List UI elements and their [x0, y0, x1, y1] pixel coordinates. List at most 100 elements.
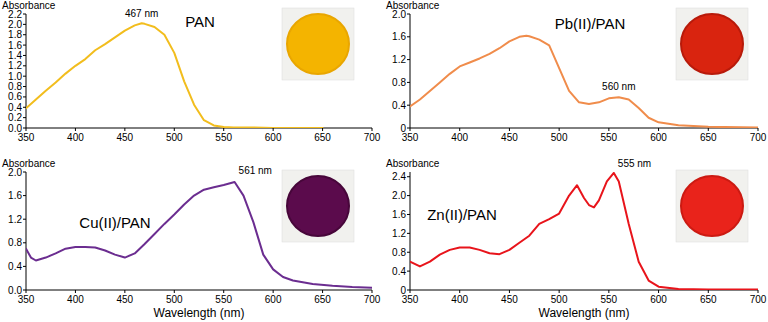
x-tick — [410, 128, 411, 131]
x-tick-label: 700 — [750, 294, 767, 305]
y-tick-label: 1.6 — [392, 209, 406, 220]
x-tick-label: 400 — [451, 132, 468, 143]
panel-title: Zn(II)/PAN — [427, 206, 497, 223]
y-axis — [26, 14, 27, 128]
x-tick — [758, 128, 759, 131]
y-tick — [23, 117, 26, 118]
y-tick-label: 0.8 — [8, 81, 22, 92]
y-tick — [407, 271, 410, 272]
x-tick — [174, 290, 175, 293]
sample-disc — [681, 176, 743, 236]
x-tick — [509, 290, 510, 293]
x-tick — [708, 128, 709, 131]
x-tick — [658, 128, 659, 131]
y-tick — [23, 76, 26, 77]
x-tick-label: 650 — [700, 294, 717, 305]
x-tick — [174, 128, 175, 131]
x-tick-label: 450 — [117, 132, 134, 143]
x-tick-label: 350 — [402, 132, 419, 143]
x-tick — [223, 290, 224, 293]
x-tick — [26, 290, 27, 293]
x-tick-label: 500 — [551, 294, 568, 305]
y-tick-label: 0.4 — [8, 102, 22, 113]
panel-title: PAN — [185, 13, 215, 30]
x-tick — [559, 290, 560, 293]
x-axis-label: Wavelength (nm) — [154, 306, 245, 320]
y-tick-label: 0.8 — [392, 247, 406, 258]
y-tick — [23, 14, 26, 15]
x-tick-label: 700 — [750, 132, 767, 143]
y-axis-label: Absorbance — [386, 158, 440, 169]
y-tick — [407, 233, 410, 234]
y-tick — [407, 195, 410, 196]
y-tick — [407, 36, 410, 37]
y-tick-label: 0.4 — [392, 266, 406, 277]
y-tick — [23, 45, 26, 46]
x-tick-label: 400 — [67, 132, 84, 143]
y-tick — [407, 82, 410, 83]
y-tick-label: 1.6 — [8, 190, 22, 201]
panel: 00.40.81.21.62.02.4350400450500550600650… — [386, 158, 767, 320]
inset-photo — [676, 170, 748, 242]
x-tick-label: 350 — [402, 294, 419, 305]
y-tick — [23, 96, 26, 97]
y-tick — [23, 219, 26, 220]
x-tick — [75, 128, 76, 131]
y-tick-label: 2.4 — [392, 171, 406, 182]
y-tick-label: 1.8 — [8, 29, 22, 40]
x-tick-label: 650 — [314, 132, 331, 143]
y-tick — [407, 59, 410, 60]
y-tick — [23, 65, 26, 66]
sample-disc — [287, 14, 349, 74]
x-tick-label: 650 — [314, 294, 331, 305]
x-tick — [273, 290, 274, 293]
y-axis — [410, 172, 411, 290]
inset-photo — [676, 8, 748, 80]
panel: 0.00.40.81.21.62.03504004505005506006507… — [2, 158, 381, 320]
y-tick — [23, 172, 26, 173]
x-tick-label: 600 — [650, 132, 667, 143]
x-tick — [608, 290, 609, 293]
peak-annotation: 560 nm — [602, 81, 635, 92]
x-tick-label: 600 — [650, 294, 667, 305]
y-tick-label: 2.0 — [8, 19, 22, 30]
x-tick — [459, 290, 460, 293]
x-tick-label: 700 — [364, 294, 381, 305]
y-tick-label: 1.2 — [8, 60, 22, 71]
y-tick — [23, 34, 26, 35]
y-tick-label: 1.2 — [392, 228, 406, 239]
x-tick-label: 450 — [501, 132, 518, 143]
x-tick — [658, 290, 659, 293]
x-tick-label: 450 — [117, 294, 134, 305]
y-tick — [407, 176, 410, 177]
x-tick — [273, 128, 274, 131]
y-tick-label: 1.6 — [392, 31, 406, 42]
x-tick — [322, 128, 323, 131]
y-tick-label: 0.8 — [8, 237, 22, 248]
x-tick-label: 350 — [18, 132, 35, 143]
x-tick-label: 450 — [501, 294, 518, 305]
x-tick — [322, 290, 323, 293]
y-tick — [23, 55, 26, 56]
x-axis — [26, 290, 372, 291]
y-tick — [23, 266, 26, 267]
figure: 0.00.20.40.60.81.01.21.41.61.82.02.23504… — [0, 0, 768, 322]
panel: 0.00.20.40.60.81.01.21.41.61.82.02.23504… — [2, 0, 381, 143]
x-tick-label: 500 — [166, 132, 183, 143]
x-tick-label: 400 — [67, 294, 84, 305]
y-tick — [23, 24, 26, 25]
y-tick — [407, 214, 410, 215]
y-tick — [23, 86, 26, 87]
peak-annotation: 555 nm — [618, 158, 651, 169]
plot-area — [410, 173, 758, 290]
x-tick — [459, 128, 460, 131]
y-tick — [23, 195, 26, 196]
plot-area — [26, 23, 323, 128]
y-tick — [407, 14, 410, 15]
y-tick-label: 0.4 — [8, 261, 22, 272]
panel-title: Pb(II)/PAN — [555, 15, 626, 32]
x-tick — [26, 128, 27, 131]
y-tick-label: 1.0 — [8, 71, 22, 82]
x-tick — [509, 128, 510, 131]
y-tick-label: 0.8 — [392, 77, 406, 88]
